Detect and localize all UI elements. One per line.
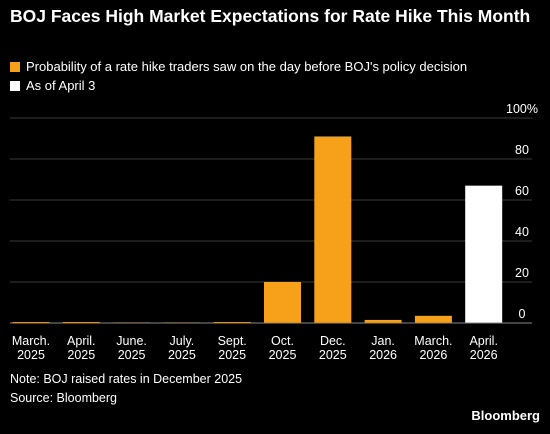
bloomberg-logo: Bloomberg <box>471 408 540 423</box>
bar <box>364 319 402 323</box>
x-tick-label: 2025 <box>118 348 146 362</box>
x-tick-label: Sept. <box>218 334 247 348</box>
chart-note: Note: BOJ raised rates in December 2025 <box>10 372 243 386</box>
x-tick-label: 2025 <box>67 348 95 362</box>
x-tick-label: March. <box>12 334 50 348</box>
y-tick-label: 60 <box>515 184 529 198</box>
x-tick-label: 2026 <box>419 348 447 362</box>
legend-label-series1: Probability of a rate hike traders saw o… <box>26 59 468 74</box>
legend-swatch-series2 <box>10 81 20 91</box>
x-tick-label: April. <box>67 334 95 348</box>
x-tick-label: 2025 <box>168 348 196 362</box>
x-tick-label: 2026 <box>369 348 397 362</box>
chart-title: BOJ Faces High Market Expectations for R… <box>10 6 531 26</box>
x-tick-label: 2025 <box>319 348 347 362</box>
y-tick-label: 20 <box>515 266 529 280</box>
bar <box>264 282 301 323</box>
x-tick-label: April. <box>469 334 497 348</box>
x-tick-label: Oct. <box>271 334 294 348</box>
legend-item-series2: As of April 3 <box>10 78 95 93</box>
y-tick-label: 0 <box>519 307 526 321</box>
chart-source: Source: Bloomberg <box>10 391 118 405</box>
legend-swatch-series1 <box>10 62 20 72</box>
bar <box>213 321 251 323</box>
x-tick-label: 2025 <box>269 348 297 362</box>
bar <box>414 315 452 323</box>
x-tick-label: 2025 <box>218 348 246 362</box>
x-tick-label: Jan. <box>371 334 395 348</box>
bar <box>314 136 352 323</box>
legend-item-series1: Probability of a rate hike traders saw o… <box>10 59 467 74</box>
x-tick-label: Dec. <box>320 334 346 348</box>
x-tick-label: March. <box>414 334 452 348</box>
x-tick-label: June. <box>116 334 147 348</box>
x-tick-label: July. <box>170 334 195 348</box>
bar <box>62 321 100 323</box>
y-tick-label: 100% <box>506 102 538 116</box>
bar <box>12 321 50 323</box>
legend-label-series2: As of April 3 <box>26 78 96 93</box>
x-tick-label: 2025 <box>17 348 45 362</box>
x-tick-label: 2026 <box>470 348 498 362</box>
bar <box>465 185 503 323</box>
y-tick-label: 80 <box>515 143 529 157</box>
y-tick-label: 40 <box>515 225 529 239</box>
